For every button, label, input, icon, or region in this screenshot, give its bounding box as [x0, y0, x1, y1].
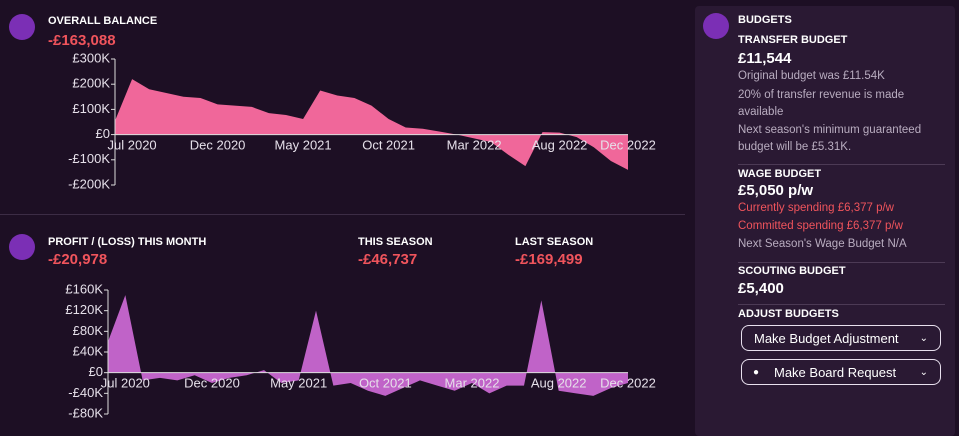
note: Next Season's Wage Budget N/A: [738, 238, 907, 250]
heading: ADJUST BUDGETS: [738, 308, 839, 320]
x-tick-label: May 2021: [270, 375, 327, 390]
value: £5,050 p/w: [738, 182, 814, 199]
heading: BUDGETS: [738, 14, 792, 26]
chevron: ⌄: [919, 333, 928, 344]
value: -£169,499: [515, 251, 583, 268]
warning: Committed spending £6,377 p/w: [738, 220, 903, 232]
button[interactable]: Make Budget Adjustment ⌄: [741, 325, 941, 351]
y-tick-label: £100K: [72, 101, 110, 116]
x-tick-label: Aug 2022: [531, 375, 587, 390]
button-label: Make Budget Adjustment: [754, 331, 899, 346]
x-tick-label: Dec 2022: [600, 137, 656, 152]
y-tick-label: £0: [96, 126, 110, 141]
heading: WAGE BUDGET: [738, 168, 822, 180]
area: [108, 295, 628, 396]
y-tick-label: -£100K: [68, 151, 110, 166]
heading: TRANSFER BUDGET: [738, 34, 848, 46]
y-tick-label: £80K: [73, 323, 104, 338]
y-tick-label: -£80K: [68, 405, 103, 420]
chat-icon: ●: [753, 367, 760, 378]
x-tick-label: May 2021: [275, 137, 332, 152]
button[interactable]: ● Make Board Request ⌄: [741, 359, 941, 385]
heading: PROFIT / (LOSS) THIS MONTH: [48, 236, 207, 248]
y-tick-label: £120K: [65, 302, 103, 317]
area: [115, 79, 628, 170]
x-tick-label: Oct 2021: [359, 375, 412, 390]
budgets-panel: [695, 6, 955, 436]
value: -£20,978: [48, 251, 108, 268]
note: 20% of transfer revenue is made availabl…: [738, 89, 905, 118]
x-tick-label: Oct 2021: [362, 137, 415, 152]
y-tick-label: £40K: [73, 343, 104, 358]
value: -£163,088: [48, 32, 116, 49]
profit-icon: [9, 234, 35, 260]
y-tick-label: £0: [89, 364, 103, 379]
heading: LAST SEASON: [515, 236, 594, 248]
heading: THIS SEASON: [358, 236, 433, 248]
y-tick-label: £300K: [72, 50, 110, 65]
value: £11,544: [738, 50, 792, 67]
x-tick-label: Mar 2022: [447, 137, 502, 152]
separator: [738, 304, 945, 305]
chevron: ⌄: [919, 367, 928, 378]
y-tick-label: £200K: [72, 76, 110, 91]
warning: Currently spending £6,377 p/w: [738, 202, 894, 214]
button-label: Make Board Request: [774, 365, 897, 380]
x-tick-label: Dec 2022: [600, 375, 656, 390]
x-tick-label: Jul 2020: [101, 375, 150, 390]
budget-icon: [703, 13, 729, 39]
x-tick-label: Dec 2020: [190, 137, 246, 152]
y-tick-label: -£40K: [68, 385, 103, 400]
y-tick-label: -£200K: [68, 176, 110, 191]
note: Next season's minimum guaranteed budget …: [738, 124, 922, 153]
heading: SCOUTING BUDGET: [738, 265, 846, 277]
x-tick-label: Aug 2022: [532, 137, 588, 152]
x-tick-label: Jul 2020: [108, 137, 157, 152]
note: Original budget was £11.54K: [738, 70, 885, 82]
separator: [738, 262, 945, 263]
charts: -£200K -£100K £0 £100K £200K £300K Jul 2020 Dec…: [65, 50, 656, 420]
divider: [0, 214, 685, 215]
balance-icon: [9, 14, 35, 40]
value: -£46,737: [358, 251, 418, 268]
heading: OVERALL BALANCE: [48, 15, 158, 27]
y-tick-label: £160K: [65, 281, 103, 296]
x-tick-label: Mar 2022: [445, 375, 500, 390]
separator: [738, 164, 945, 165]
value: £5,400: [738, 280, 784, 297]
x-tick-label: Dec 2020: [184, 375, 240, 390]
